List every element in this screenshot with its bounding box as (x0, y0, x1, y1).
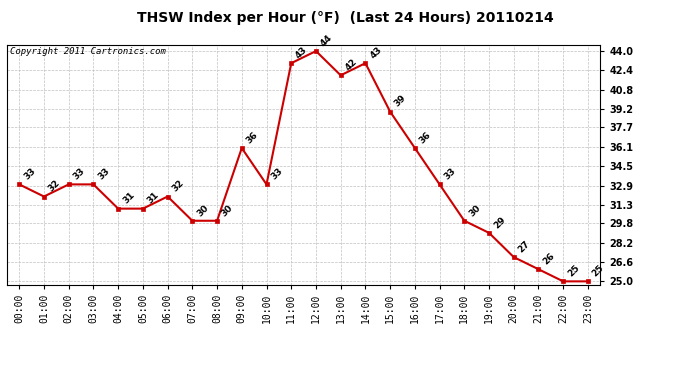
Text: 33: 33 (269, 166, 284, 182)
Text: 33: 33 (72, 166, 87, 182)
Text: 33: 33 (22, 166, 37, 182)
Text: 36: 36 (417, 130, 433, 145)
Text: 42: 42 (344, 57, 359, 72)
Text: 32: 32 (47, 178, 62, 194)
Text: 33: 33 (442, 166, 457, 182)
Text: 32: 32 (170, 178, 186, 194)
Text: 44: 44 (319, 33, 334, 48)
Text: 31: 31 (146, 190, 161, 206)
Text: 26: 26 (541, 251, 556, 267)
Text: 30: 30 (467, 203, 482, 218)
Text: 25: 25 (566, 263, 581, 279)
Text: 27: 27 (517, 239, 532, 254)
Text: 30: 30 (220, 203, 235, 218)
Text: 25: 25 (591, 263, 606, 279)
Text: 31: 31 (121, 190, 136, 206)
Text: 43: 43 (368, 45, 384, 60)
Text: 36: 36 (244, 130, 259, 145)
Text: 29: 29 (492, 215, 507, 230)
Text: THSW Index per Hour (°F)  (Last 24 Hours) 20110214: THSW Index per Hour (°F) (Last 24 Hours)… (137, 11, 553, 25)
Text: 39: 39 (393, 94, 408, 109)
Text: 33: 33 (96, 166, 111, 182)
Text: 43: 43 (294, 45, 309, 60)
Text: Copyright 2011 Cartronics.com: Copyright 2011 Cartronics.com (10, 47, 166, 56)
Text: 30: 30 (195, 203, 210, 218)
